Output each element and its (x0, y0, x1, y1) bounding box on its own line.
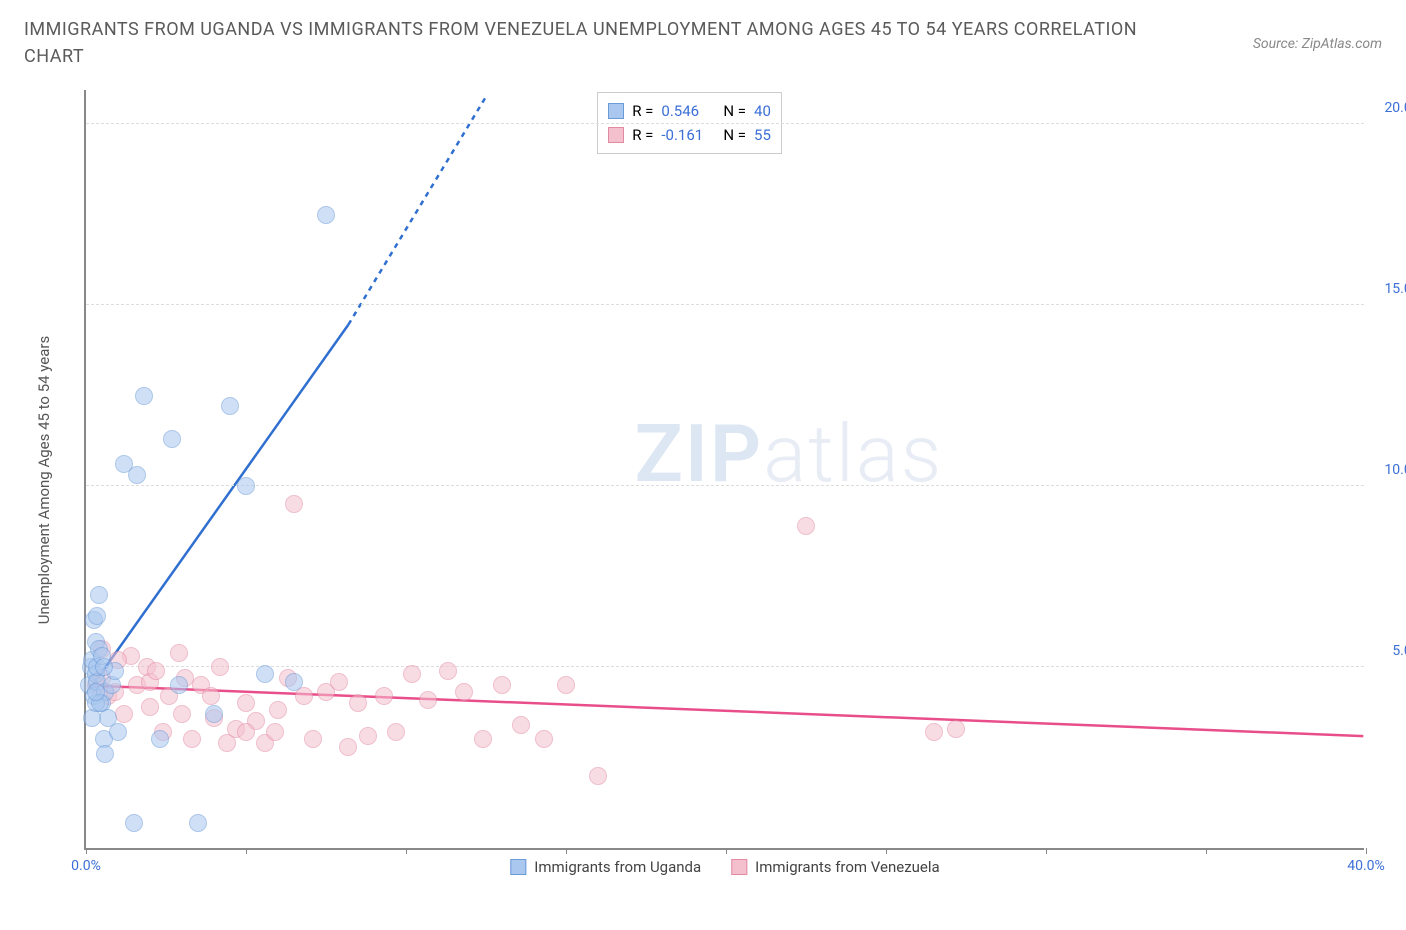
legend-label: Immigrants from Uganda (534, 858, 701, 876)
x-tick-label: 40.0% (1347, 858, 1385, 874)
scatter-point (202, 687, 220, 705)
scatter-point (266, 723, 284, 741)
y-tick-label: 15.0% (1372, 281, 1406, 297)
scatter-point (439, 662, 457, 680)
scatter-point (237, 723, 255, 741)
stat-row: R = 0.546 N = 40 (608, 99, 771, 123)
scatter-point (87, 683, 105, 701)
x-tick-mark (86, 848, 87, 854)
gridline (86, 123, 1364, 124)
x-tick-label: 0.0% (71, 858, 101, 874)
gridline (86, 666, 1364, 667)
scatter-point (147, 662, 165, 680)
x-tick-mark (246, 848, 247, 854)
scatter-point (96, 745, 114, 763)
scatter-point (339, 738, 357, 756)
scatter-point (109, 723, 127, 741)
legend-item: Immigrants from Uganda (510, 858, 701, 876)
scatter-point (170, 676, 188, 694)
stat-r-value: 0.546 (661, 99, 715, 123)
scatter-point (163, 430, 181, 448)
scatter-point (183, 730, 201, 748)
scatter-point (330, 673, 348, 691)
trend-line (90, 325, 349, 690)
scatter-point (88, 607, 106, 625)
scatter-point (317, 206, 335, 224)
scatter-point (947, 720, 965, 738)
scatter-point (135, 387, 153, 405)
scatter-point (237, 694, 255, 712)
legend-item: Immigrants from Venezuela (731, 858, 940, 876)
y-axis-label: Unemployment Among Ages 45 to 54 years (35, 336, 53, 624)
x-tick-mark (1366, 848, 1367, 854)
stat-r-label: R = (632, 99, 653, 123)
gridline (86, 304, 1364, 305)
scatter-point (211, 658, 229, 676)
stat-n-label: N = (723, 99, 746, 123)
scatter-point (285, 495, 303, 513)
scatter-point (797, 517, 815, 535)
scatter-point (359, 727, 377, 745)
x-tick-mark (886, 848, 887, 854)
scatter-point (285, 673, 303, 691)
legend-label: Immigrants from Venezuela (755, 858, 940, 876)
scatter-point (151, 730, 169, 748)
scatter-point (90, 586, 108, 604)
y-tick-label: 20.0% (1372, 100, 1406, 116)
stat-n-value: 55 (754, 123, 771, 147)
scatter-point (128, 466, 146, 484)
scatter-point (125, 814, 143, 832)
legend-swatch (731, 859, 747, 875)
scatter-point (493, 676, 511, 694)
scatter-point (419, 691, 437, 709)
scatter-point (474, 730, 492, 748)
y-tick-label: 5.0% (1372, 643, 1406, 659)
scatter-point (189, 814, 207, 832)
scatter-point (387, 723, 405, 741)
legend-swatch (510, 859, 526, 875)
scatter-point (170, 644, 188, 662)
scatter-point (589, 767, 607, 785)
x-tick-mark (406, 848, 407, 854)
stat-n-value: 40 (754, 99, 771, 123)
scatter-point (221, 397, 239, 415)
stat-row: R = -0.161 N = 55 (608, 123, 771, 147)
scatter-point (173, 705, 191, 723)
scatter-point (512, 716, 530, 734)
scatter-point (349, 694, 367, 712)
y-tick-label: 10.0% (1372, 462, 1406, 478)
scatter-point (115, 705, 133, 723)
scatter-point (95, 658, 113, 676)
scatter-point (557, 676, 575, 694)
x-tick-mark (1046, 848, 1047, 854)
scatter-point (237, 477, 255, 495)
scatter-point (256, 665, 274, 683)
scatter-point (205, 705, 223, 723)
legend: Immigrants from Uganda Immigrants from Ve… (510, 858, 939, 876)
x-tick-mark (566, 848, 567, 854)
scatter-point (375, 687, 393, 705)
stat-n-label: N = (723, 123, 746, 147)
chart-container: Unemployment Among Ages 45 to 54 years Z… (24, 80, 1382, 900)
legend-swatch (608, 103, 624, 119)
chart-title: IMMIGRANTS FROM UGANDA VS IMMIGRANTS FRO… (24, 16, 1174, 70)
stat-r-value: -0.161 (661, 123, 715, 147)
scatter-point (455, 683, 473, 701)
source-attribution: Source: ZipAtlas.com (1253, 36, 1382, 52)
scatter-point (925, 723, 943, 741)
trend-line (348, 97, 485, 324)
gridline (86, 485, 1364, 486)
x-tick-mark (1206, 848, 1207, 854)
scatter-point (304, 730, 322, 748)
x-tick-mark (726, 848, 727, 854)
stat-r-label: R = (632, 123, 653, 147)
scatter-point (535, 730, 553, 748)
legend-swatch (608, 127, 624, 143)
scatter-point (403, 665, 421, 683)
plot-area: ZIPatlas R =0.546N =40R =-0.161N =55 Imm… (84, 90, 1364, 850)
scatter-point (269, 701, 287, 719)
scatter-point (141, 698, 159, 716)
